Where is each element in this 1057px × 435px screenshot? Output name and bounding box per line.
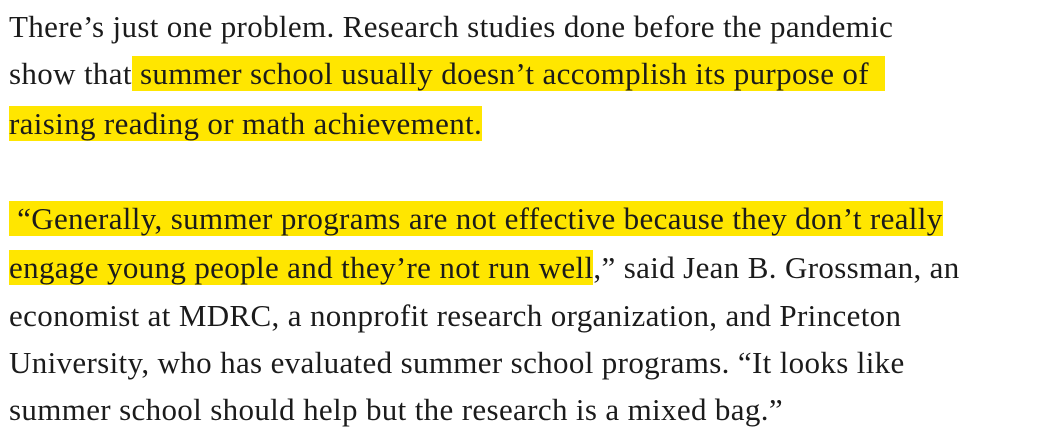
text-line: raising reading or math achievement.: [9, 106, 483, 141]
plain-text: summer school should help but the resear…: [9, 392, 783, 427]
text-line: summer school should help but the resear…: [9, 393, 783, 426]
text-line: show that summer school usually doesn’t …: [9, 56, 886, 91]
plain-text: show that: [9, 56, 132, 91]
text-line: There’s just one problem. Research studi…: [9, 10, 893, 43]
plain-text: University, who has evaluated summer sch…: [9, 345, 905, 380]
text-line: University, who has evaluated summer sch…: [9, 346, 905, 379]
highlighted-text: summer school usually doesn’t accomplish…: [131, 56, 886, 91]
plain-text: ,” said Jean B. Grossman, an: [593, 250, 960, 285]
text-line: “Generally, summer programs are not effe…: [9, 201, 943, 236]
text-line: engage young people and they’re not run …: [9, 250, 960, 285]
highlighted-text: “Generally, summer programs are not effe…: [9, 201, 943, 236]
text-line: economist at MDRC, a nonprofit research …: [9, 299, 901, 332]
plain-text: There’s just one problem. Research studi…: [9, 9, 894, 44]
highlighted-text: engage young people and they’re not run …: [9, 250, 594, 285]
highlighted-text: raising reading or math achievement.: [9, 106, 483, 141]
plain-text: economist at MDRC, a nonprofit research …: [9, 298, 902, 333]
